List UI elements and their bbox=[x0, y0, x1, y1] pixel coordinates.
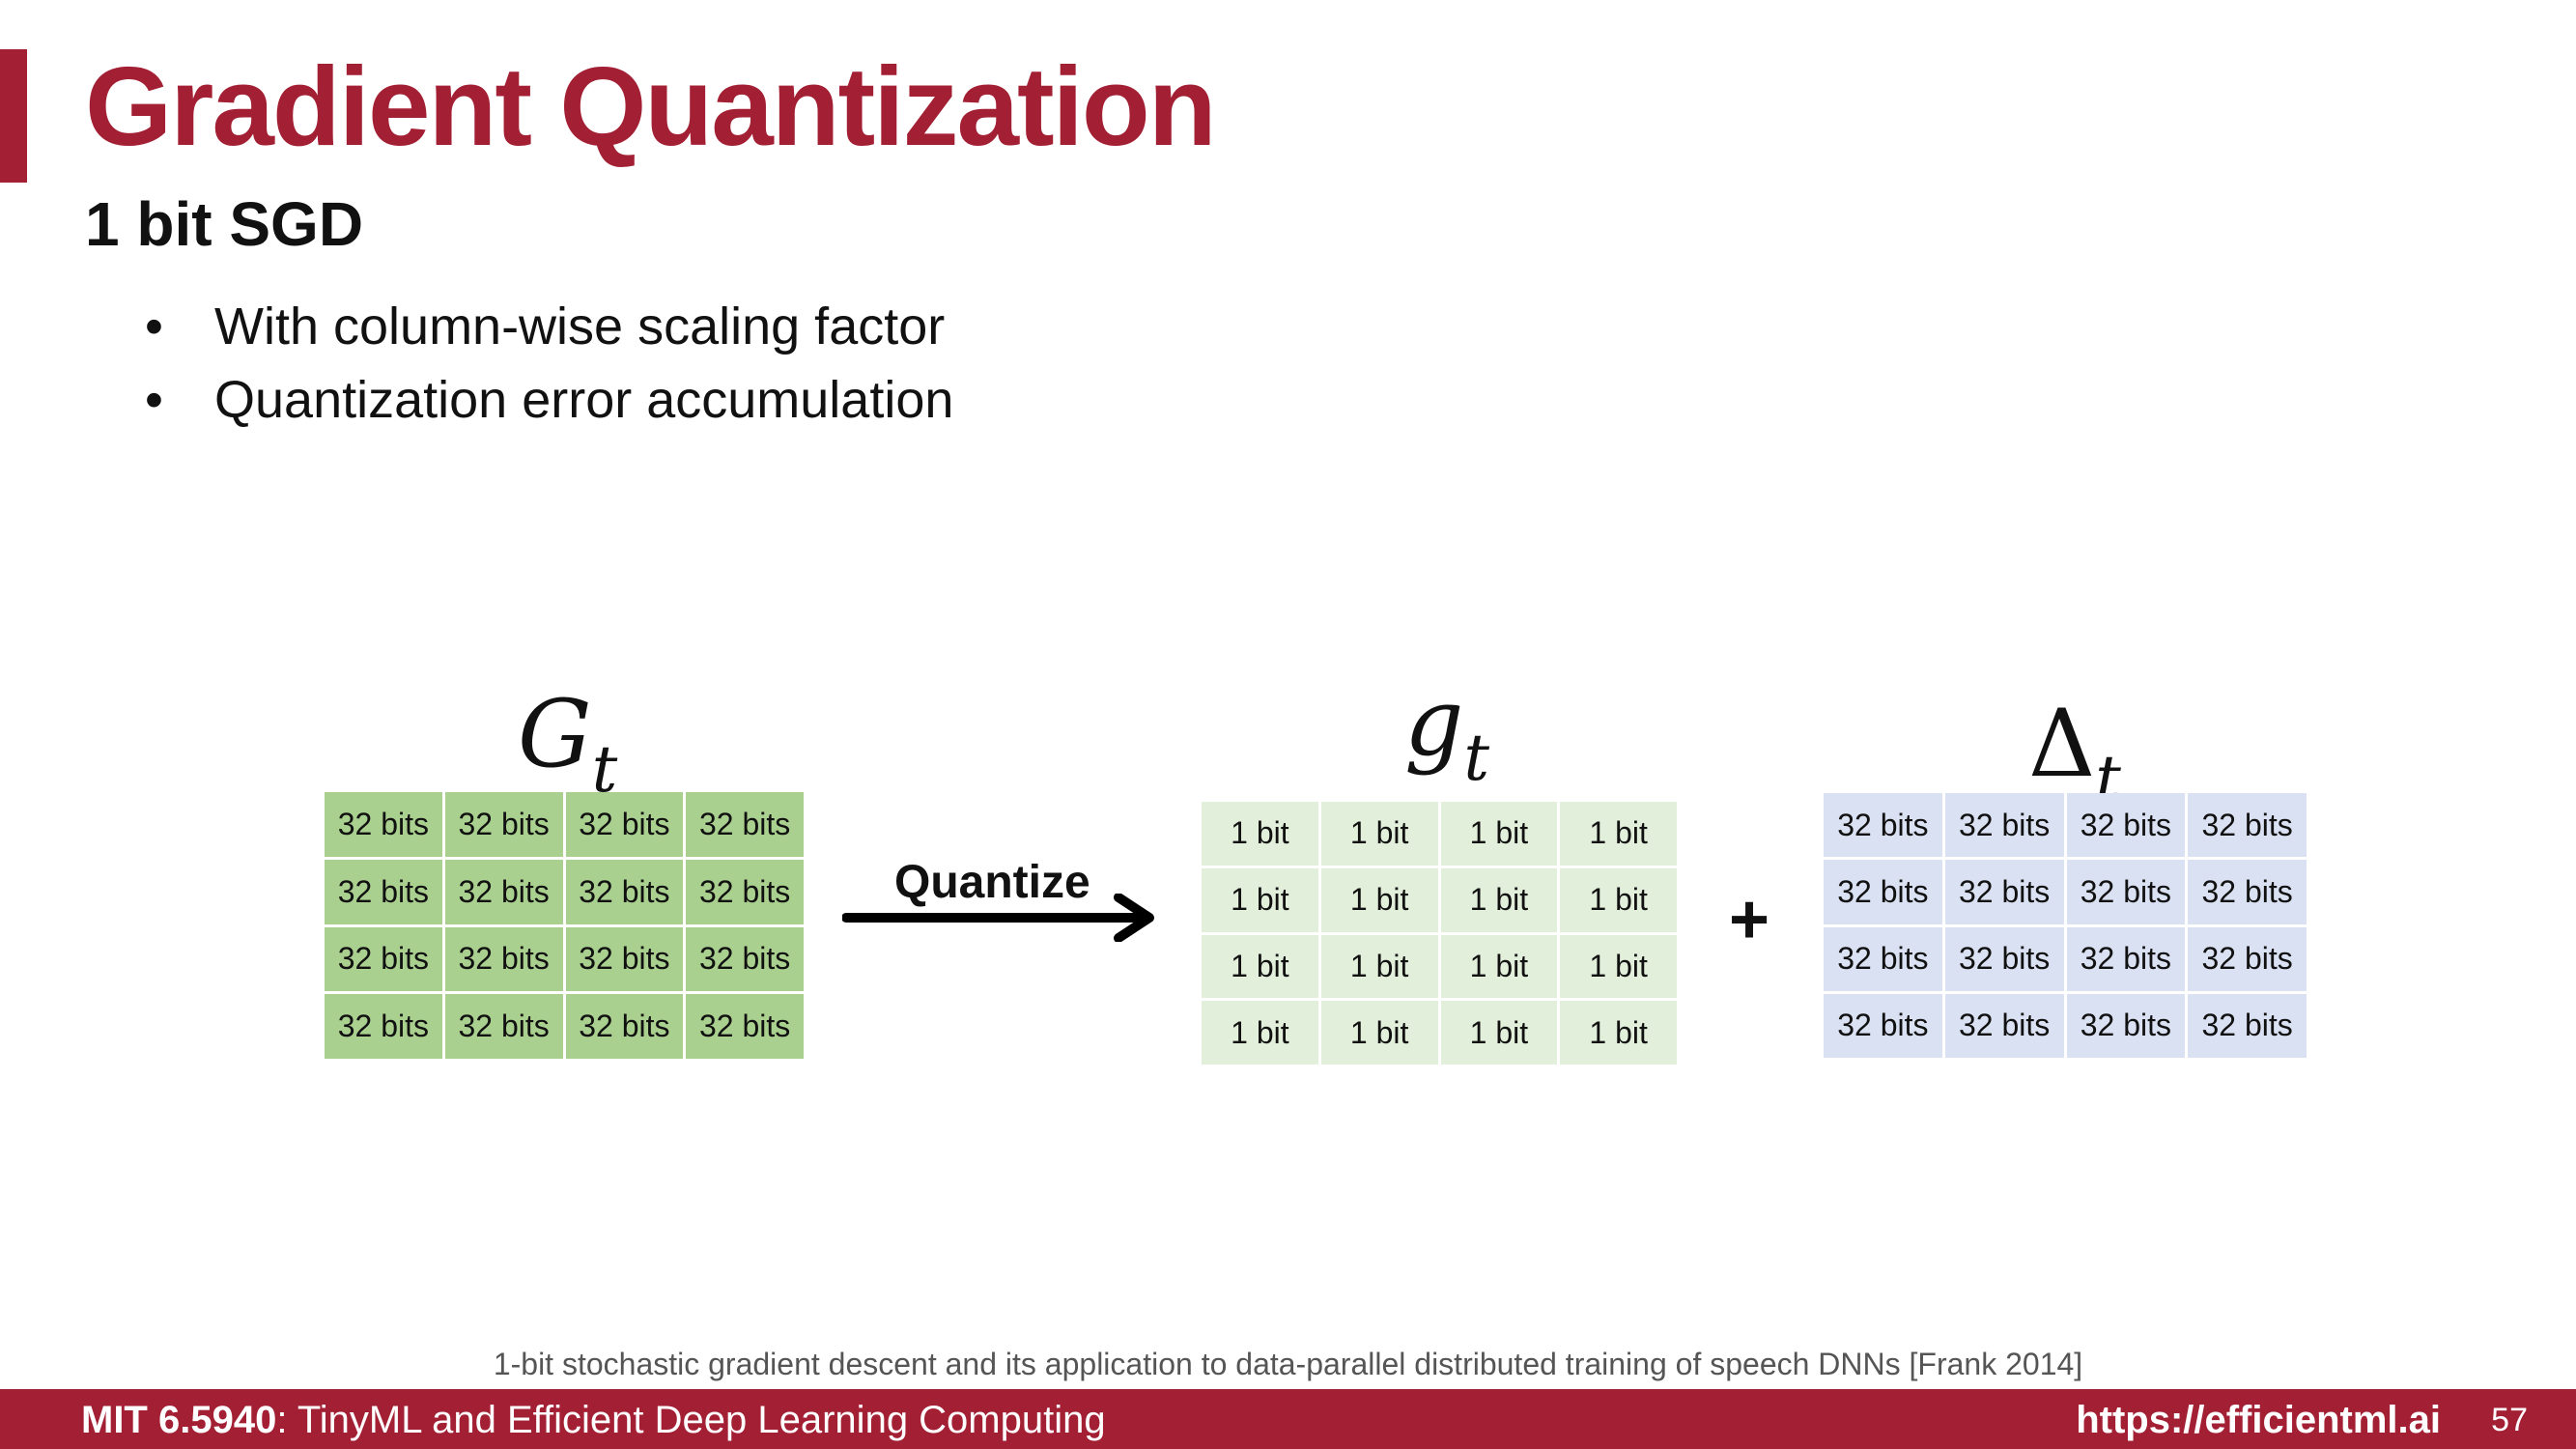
matrix-g-cell: 32 bits bbox=[565, 994, 684, 1059]
matrix-delta-cell: 32 bits bbox=[1824, 860, 1942, 924]
matrix-q-cell: 1 bit bbox=[1320, 934, 1438, 999]
bullet-dot-icon: • bbox=[145, 298, 163, 355]
matrix-delta-cell: 32 bits bbox=[2188, 860, 2307, 924]
matrix-delta-label: Δt bbox=[2028, 697, 2121, 811]
bullet-item: • Quantization error accumulation bbox=[145, 363, 953, 437]
footer-course-name: : TinyML and Efficient Deep Learning Com… bbox=[276, 1399, 1106, 1441]
matrix-q-cell: 1 bit bbox=[1560, 1001, 1677, 1065]
bullet-item: • With column-wise scaling factor bbox=[145, 290, 953, 363]
matrix-delta-cell: 32 bits bbox=[1824, 793, 1942, 858]
matrix-delta-cell: 32 bits bbox=[2066, 926, 2186, 991]
quantize-label: Quantize bbox=[894, 857, 1090, 908]
matrix-g-cell: 32 bits bbox=[444, 859, 563, 924]
matrix-g-subscript: t bbox=[591, 732, 618, 807]
matrix-q-cell: 1 bit bbox=[1320, 1001, 1438, 1065]
matrix-g-cell: 32 bits bbox=[565, 792, 684, 857]
matrix-q-label: gt bbox=[1404, 676, 1489, 790]
matrix-g-cell: 32 bits bbox=[444, 926, 563, 992]
matrix-delta-cell: 32 bits bbox=[1944, 993, 2064, 1058]
matrix-delta-cell: 32 bits bbox=[1944, 860, 2064, 924]
matrix-g-grid: 32 bits 32 bits 32 bits 32 bits 32 bits 32 bi… bbox=[325, 792, 804, 1059]
matrix-q-cell: 1 bit bbox=[1320, 867, 1438, 932]
matrix-delta-cell: 32 bits bbox=[2066, 993, 2186, 1058]
matrix-delta-cell: 32 bits bbox=[2066, 793, 2186, 858]
matrix-g-cell: 32 bits bbox=[686, 792, 804, 857]
matrix-q-cell: 1 bit bbox=[1440, 867, 1558, 932]
plus-operator: + bbox=[1729, 881, 1770, 958]
matrix-delta-cell: 32 bits bbox=[2066, 860, 2186, 924]
bullet-list: • With column-wise scaling factor • Quan… bbox=[145, 290, 953, 437]
slide-subtitle: 1 bit SGD bbox=[85, 189, 364, 259]
matrix-g-cell: 32 bits bbox=[325, 926, 442, 992]
matrix-q-cell: 1 bit bbox=[1202, 1001, 1318, 1065]
matrix-delta-cell: 32 bits bbox=[1944, 926, 2064, 991]
citation: 1-bit stochastic gradient descent and it… bbox=[493, 1347, 2083, 1381]
footer-url: https://efficientml.ai bbox=[2076, 1399, 2441, 1441]
matrix-q-symbol: g bbox=[1404, 668, 1464, 777]
matrix-q-cell: 1 bit bbox=[1320, 802, 1438, 866]
matrix-g-cell: 32 bits bbox=[686, 859, 804, 924]
matrix-delta-grid: 32 bits 32 bits 32 bits 32 bits 32 bits 32 bi… bbox=[1824, 793, 2307, 1058]
matrix-q-cell: 1 bit bbox=[1440, 802, 1558, 866]
slide-title: Gradient Quantization bbox=[85, 43, 1217, 169]
matrix-q-cell: 1 bit bbox=[1202, 802, 1318, 866]
footer-course-code: MIT 6.5940 bbox=[81, 1399, 277, 1441]
matrix-g-symbol: G bbox=[518, 680, 592, 788]
matrix-g-cell: 32 bits bbox=[325, 994, 442, 1059]
title-accent-bar bbox=[0, 49, 27, 183]
matrix-delta-cell: 32 bits bbox=[2188, 926, 2307, 991]
matrix-g-cell: 32 bits bbox=[444, 792, 563, 857]
matrix-delta-cell: 32 bits bbox=[2188, 793, 2307, 858]
matrix-g-cell: 32 bits bbox=[565, 926, 684, 992]
bullet-dot-icon: • bbox=[145, 371, 163, 429]
matrix-q-grid: 1 bit 1 bit 1 bit 1 bit 1 bit 1 bit 1 bit 1 bit… bbox=[1202, 802, 1677, 1065]
matrix-q-cell: 1 bit bbox=[1202, 934, 1318, 999]
matrix-g-cell: 32 bits bbox=[325, 792, 442, 857]
matrix-g-label: Gt bbox=[518, 688, 617, 802]
matrix-g-cell: 32 bits bbox=[565, 859, 684, 924]
matrix-g-cell: 32 bits bbox=[444, 994, 563, 1059]
footer-course: MIT 6.5940: TinyML and Efficient Deep Le… bbox=[81, 1401, 1106, 1439]
matrix-g-cell: 32 bits bbox=[686, 994, 804, 1059]
matrix-delta-cell: 32 bits bbox=[2188, 993, 2307, 1058]
matrix-q-subscript: t bbox=[1463, 721, 1489, 795]
matrix-delta-cell: 32 bits bbox=[1824, 926, 1942, 991]
matrix-q-cell: 1 bit bbox=[1560, 934, 1677, 999]
matrix-g-cell: 32 bits bbox=[325, 859, 442, 924]
bullet-text: With column-wise scaling factor bbox=[214, 298, 946, 355]
matrix-q-cell: 1 bit bbox=[1440, 934, 1558, 999]
matrix-q-cell: 1 bit bbox=[1560, 867, 1677, 932]
matrix-delta-cell: 32 bits bbox=[1824, 993, 1942, 1058]
quantize-arrow-icon bbox=[842, 894, 1154, 942]
matrix-delta-cell: 32 bits bbox=[1944, 793, 2064, 858]
bullet-text: Quantization error accumulation bbox=[214, 371, 954, 429]
footer-bar: MIT 6.5940: TinyML and Efficient Deep Le… bbox=[0, 1389, 2576, 1449]
matrix-q-cell: 1 bit bbox=[1202, 867, 1318, 932]
matrix-g-cell: 32 bits bbox=[686, 926, 804, 992]
page-number: 57 bbox=[2491, 1402, 2528, 1438]
matrix-q-cell: 1 bit bbox=[1440, 1001, 1558, 1065]
matrix-q-cell: 1 bit bbox=[1560, 802, 1677, 866]
matrix-delta-symbol: Δ bbox=[2028, 690, 2096, 798]
